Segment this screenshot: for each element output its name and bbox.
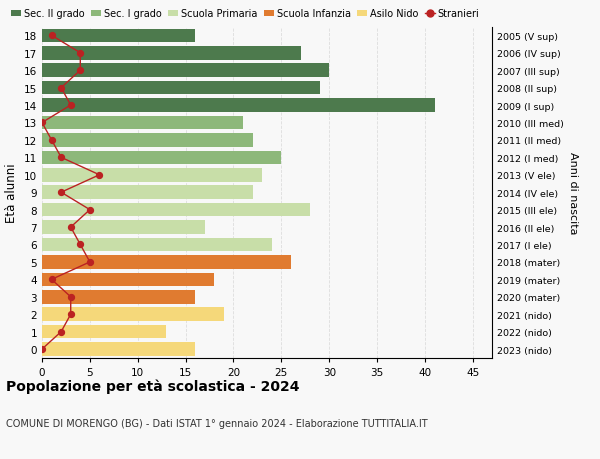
Point: [76, 241, 85, 249]
Bar: [42, 203, 310, 217]
Point: [76, 67, 85, 75]
Point: [56, 154, 66, 162]
Point: [66, 293, 76, 301]
Point: [76, 50, 85, 57]
Bar: [42, 168, 262, 182]
Bar: [42, 325, 166, 339]
Point: [37, 346, 47, 353]
Bar: [42, 256, 291, 269]
Legend: Sec. II grado, Sec. I grado, Scuola Primaria, Scuola Infanzia, Asilo Nido, Stran: Sec. II grado, Sec. I grado, Scuola Prim…: [11, 10, 479, 19]
Point: [37, 119, 47, 127]
Bar: [42, 82, 320, 95]
Y-axis label: Età alunni: Età alunni: [5, 163, 19, 223]
Bar: [42, 47, 301, 61]
Point: [66, 102, 76, 110]
Bar: [42, 117, 243, 130]
Bar: [42, 186, 253, 200]
Point: [85, 207, 95, 214]
Bar: [42, 342, 195, 356]
Point: [56, 328, 66, 336]
Bar: [42, 29, 195, 43]
Bar: [42, 221, 205, 235]
Y-axis label: Anni di nascita: Anni di nascita: [568, 151, 578, 234]
Text: COMUNE DI MORENGO (BG) - Dati ISTAT 1° gennaio 2024 - Elaborazione TUTTITALIA.IT: COMUNE DI MORENGO (BG) - Dati ISTAT 1° g…: [6, 418, 428, 428]
Point: [47, 33, 56, 40]
Point: [85, 259, 95, 266]
Bar: [42, 238, 272, 252]
Point: [56, 189, 66, 196]
Bar: [42, 64, 329, 78]
Bar: [42, 273, 214, 286]
Point: [66, 311, 76, 318]
Point: [47, 276, 56, 283]
Point: [47, 137, 56, 144]
Bar: [42, 291, 195, 304]
Bar: [42, 308, 224, 321]
Text: Popolazione per età scolastica - 2024: Popolazione per età scolastica - 2024: [6, 379, 299, 393]
Bar: [42, 99, 434, 112]
Point: [66, 224, 76, 231]
Point: [56, 85, 66, 92]
Bar: [42, 134, 253, 147]
Bar: [42, 151, 281, 165]
Point: [95, 172, 104, 179]
